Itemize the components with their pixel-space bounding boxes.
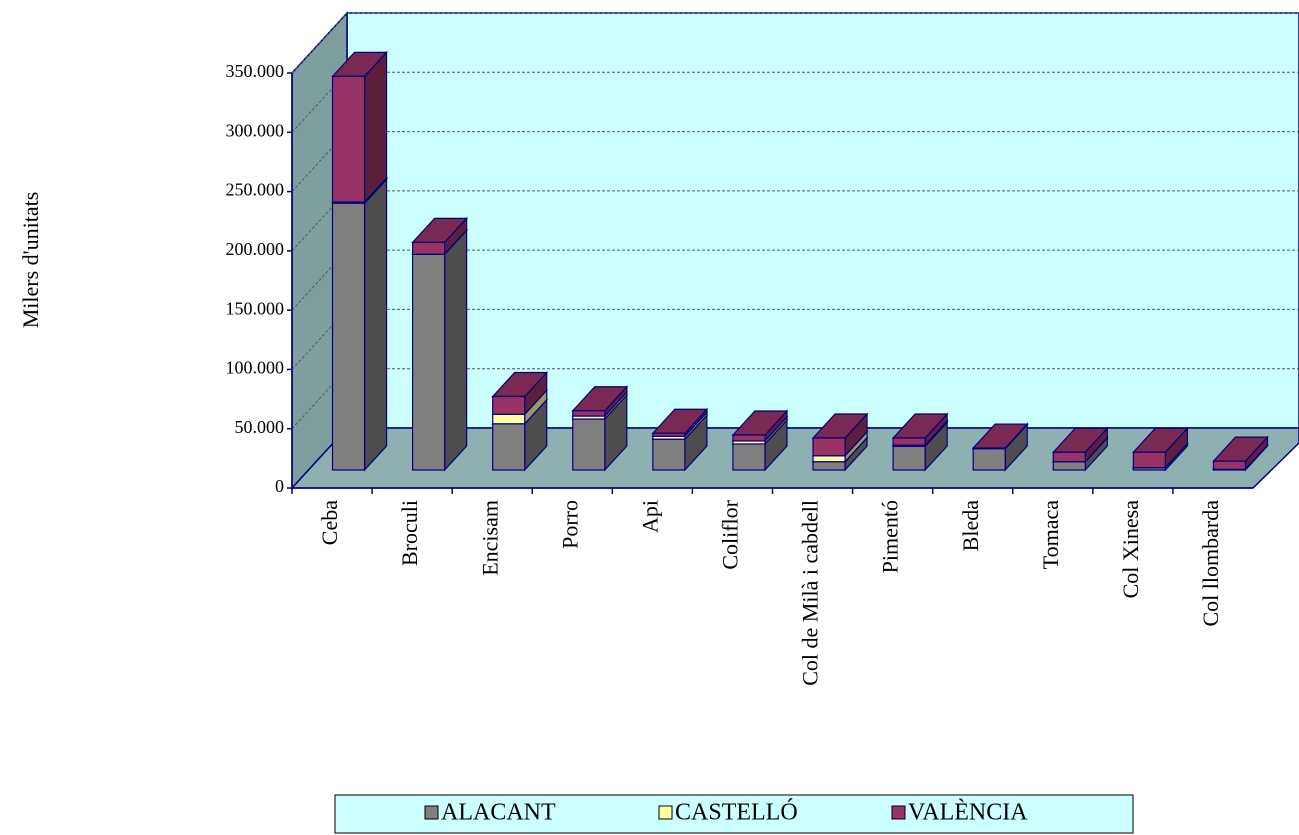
x-tick-label: Broculi (397, 500, 422, 566)
y-tick-label: 200.000 (226, 239, 285, 259)
bar (331, 75, 366, 203)
y-tick-label: 300.000 (226, 120, 285, 140)
x-tick-label: Pimentó (878, 500, 903, 573)
bar (492, 395, 526, 415)
bar (1052, 461, 1086, 471)
y-tick-label: 350.000 (226, 61, 285, 81)
x-tick-label: Bleda (958, 500, 983, 552)
x-tick-label: Tomaca (1038, 500, 1063, 570)
bar (1132, 451, 1166, 469)
bar (732, 443, 766, 471)
bar (972, 447, 1006, 450)
x-tick-label: Porro (557, 500, 582, 549)
x-tick-label: Coliflor (718, 499, 743, 569)
bar (572, 410, 606, 417)
bar (331, 202, 366, 471)
legend-label: VALÈNCIA (908, 800, 1028, 826)
bar (972, 448, 1006, 471)
y-axis-title: Milers d'unitats (18, 192, 43, 329)
y-tick-label: 150.000 (226, 298, 285, 318)
bar (892, 437, 926, 446)
bar (812, 455, 846, 463)
legend-swatch (891, 805, 906, 820)
bar (732, 434, 766, 442)
back-wall (346, 12, 1299, 429)
x-tick-label: Api (637, 500, 662, 533)
bar (492, 413, 526, 425)
bar (572, 418, 606, 471)
y-tick-label: 100.000 (226, 358, 285, 378)
bar (812, 461, 846, 471)
bar (652, 432, 686, 437)
legend-swatch (424, 805, 439, 820)
bar (1052, 451, 1086, 463)
grid-line (291, 12, 348, 74)
legend-label: CASTELLÓ (675, 799, 798, 826)
x-tick-label: Col llombarda (1198, 500, 1223, 627)
legend-label: ALACANT (441, 800, 556, 826)
x-tick-label: Col de Milà i cabdell (798, 500, 823, 686)
legend-box (334, 794, 1134, 834)
bar (412, 253, 446, 471)
bar-side (363, 177, 388, 472)
y-tick-label: 50.000 (235, 417, 285, 437)
x-tick-label: Encisam (477, 500, 502, 576)
y-tick-label: 250.000 (226, 180, 285, 200)
bar-side (363, 50, 388, 204)
bar (892, 445, 926, 471)
bar-side (444, 228, 468, 472)
bar (652, 438, 686, 471)
bar (812, 437, 846, 457)
y-tick-label: 0 (275, 476, 284, 496)
x-tick-label: Ceba (317, 500, 342, 545)
bar (412, 241, 446, 255)
x-tick-label: Col Xinesa (1118, 500, 1143, 599)
bar (492, 423, 526, 471)
bar (1212, 460, 1247, 471)
legend-swatch (658, 805, 673, 820)
